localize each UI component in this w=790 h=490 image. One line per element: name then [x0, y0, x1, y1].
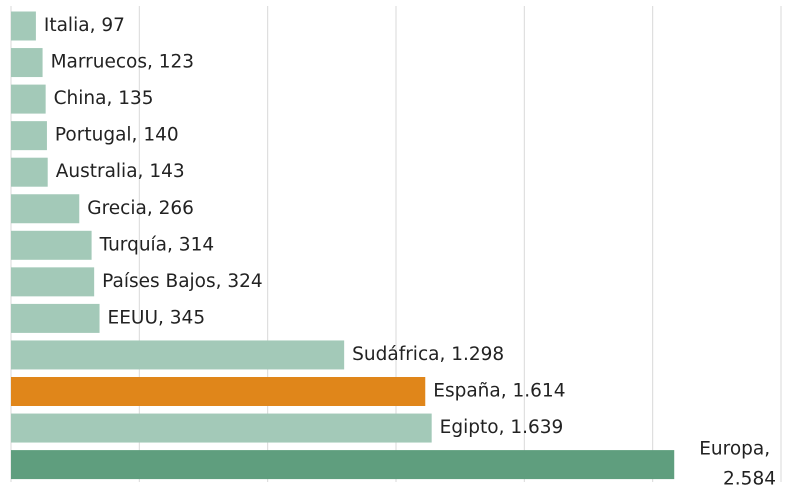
data-label: Marruecos, 123	[51, 52, 195, 73]
value-label: 1.298	[451, 344, 504, 365]
value-label: 97	[101, 15, 125, 36]
category-label: Egipto	[440, 417, 499, 438]
bar	[11, 377, 426, 406]
category-label: España	[433, 381, 500, 402]
label-separator: ,	[158, 307, 170, 328]
value-label: 143	[149, 161, 184, 182]
label-separator: ,	[501, 381, 513, 402]
data-label: Turquía, 314	[99, 234, 215, 255]
value-label: 123	[159, 52, 194, 73]
value-label: 1.639	[510, 417, 563, 438]
category-label: Grecia	[87, 198, 147, 219]
bar	[11, 303, 100, 333]
category-label: Australia	[56, 161, 138, 182]
data-label: España, 1.614	[433, 381, 565, 402]
bar	[11, 48, 43, 78]
bar	[11, 230, 92, 260]
bar	[11, 11, 36, 41]
bar	[11, 413, 432, 443]
bar	[11, 267, 95, 297]
value-label: 140	[143, 125, 178, 146]
bar	[11, 84, 46, 114]
label-separator: ,	[167, 234, 179, 255]
label-separator: ,	[499, 417, 511, 438]
value-label: 266	[159, 198, 194, 219]
data-label: Egipto, 1.639	[440, 417, 564, 438]
label-separator: ,	[132, 125, 144, 146]
category-label: China	[54, 88, 107, 109]
data-label: Australia, 143	[56, 161, 185, 182]
label-separator: ,	[138, 161, 150, 182]
bar	[11, 157, 48, 187]
category-label: Portugal	[55, 125, 132, 146]
label-separator: ,	[147, 52, 159, 73]
data-label: Portugal, 140	[55, 125, 179, 146]
label-separator: ,	[107, 88, 119, 109]
bar	[11, 340, 345, 370]
data-label: EEUU, 345	[108, 307, 206, 328]
value-label: 2.584	[723, 469, 776, 486]
category-label: Países Bajos	[102, 271, 215, 292]
data-label: China, 135	[54, 88, 154, 109]
data-label: Grecia, 266	[87, 198, 194, 219]
category-label: Marruecos	[51, 52, 147, 73]
bar	[11, 450, 675, 480]
label-separator: ,	[147, 198, 159, 219]
value-label: 314	[179, 234, 214, 255]
data-label: Sudáfrica, 1.298	[352, 344, 504, 365]
label-separator: ,	[439, 344, 451, 365]
category-label: Sudáfrica	[352, 344, 439, 365]
category-label: EEUU	[108, 307, 158, 328]
value-label: 345	[170, 307, 205, 328]
value-label: 135	[118, 88, 153, 109]
category-label: Turquía	[99, 234, 167, 255]
bar	[11, 121, 47, 151]
data-label: Europa, 2.584	[699, 439, 776, 486]
data-label: Italia, 97	[44, 15, 125, 36]
value-label: 324	[227, 271, 262, 292]
value-label: 1.614	[513, 381, 566, 402]
bar	[11, 194, 80, 224]
data-label: Países Bajos, 324	[102, 271, 263, 292]
label-separator: ,	[764, 439, 776, 460]
category-label: Italia	[44, 15, 90, 36]
category-label: Europa	[699, 439, 764, 460]
label-separator: ,	[216, 271, 228, 292]
label-separator: ,	[90, 15, 102, 36]
